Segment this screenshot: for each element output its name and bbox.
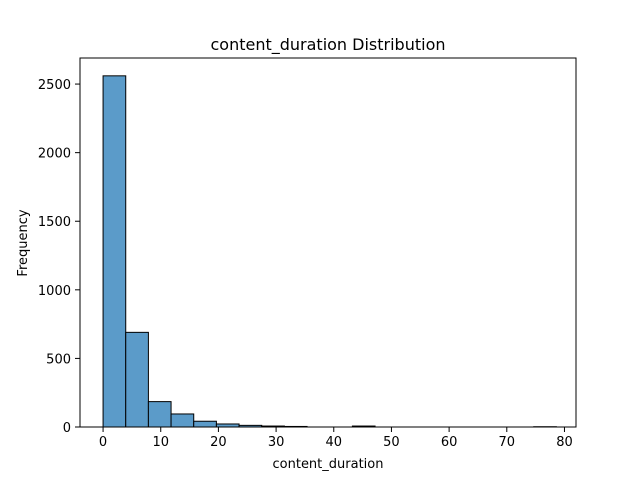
x-tick-label: 70 bbox=[499, 435, 516, 450]
x-tick-label: 80 bbox=[556, 435, 573, 450]
histogram-bar bbox=[125, 331, 149, 428]
chart-title: content_duration Distribution bbox=[210, 35, 445, 55]
x-tick-label: 0 bbox=[99, 435, 107, 450]
histogram-bar bbox=[170, 413, 195, 428]
x-tick-label: 50 bbox=[383, 435, 400, 450]
histogram-bar bbox=[102, 75, 127, 428]
plot-frame bbox=[79, 57, 577, 428]
x-axis-ticks: 0 10 20 30 40 50 60 70 80 bbox=[99, 427, 573, 450]
x-tick-label: 20 bbox=[210, 435, 227, 450]
x-tick-label: 30 bbox=[268, 435, 285, 450]
histogram-bar bbox=[193, 420, 217, 428]
histogram-bar bbox=[147, 401, 172, 428]
bars-group bbox=[102, 75, 557, 428]
y-tick-label: 500 bbox=[46, 352, 71, 367]
x-axis-label: content_duration bbox=[273, 457, 384, 472]
x-tick-label: 60 bbox=[441, 435, 458, 450]
y-axis-ticks: 0 500 1000 1500 2000 2500 bbox=[38, 78, 80, 436]
x-tick-label: 10 bbox=[152, 435, 169, 450]
y-tick-label: 1000 bbox=[38, 284, 71, 299]
x-tick-label: 40 bbox=[325, 435, 342, 450]
y-axis-label: Frequency bbox=[16, 209, 31, 276]
y-tick-label: 0 bbox=[63, 421, 71, 436]
y-tick-label: 2000 bbox=[38, 147, 71, 162]
y-tick-label: 1500 bbox=[38, 215, 71, 230]
y-tick-label: 2500 bbox=[38, 78, 71, 93]
